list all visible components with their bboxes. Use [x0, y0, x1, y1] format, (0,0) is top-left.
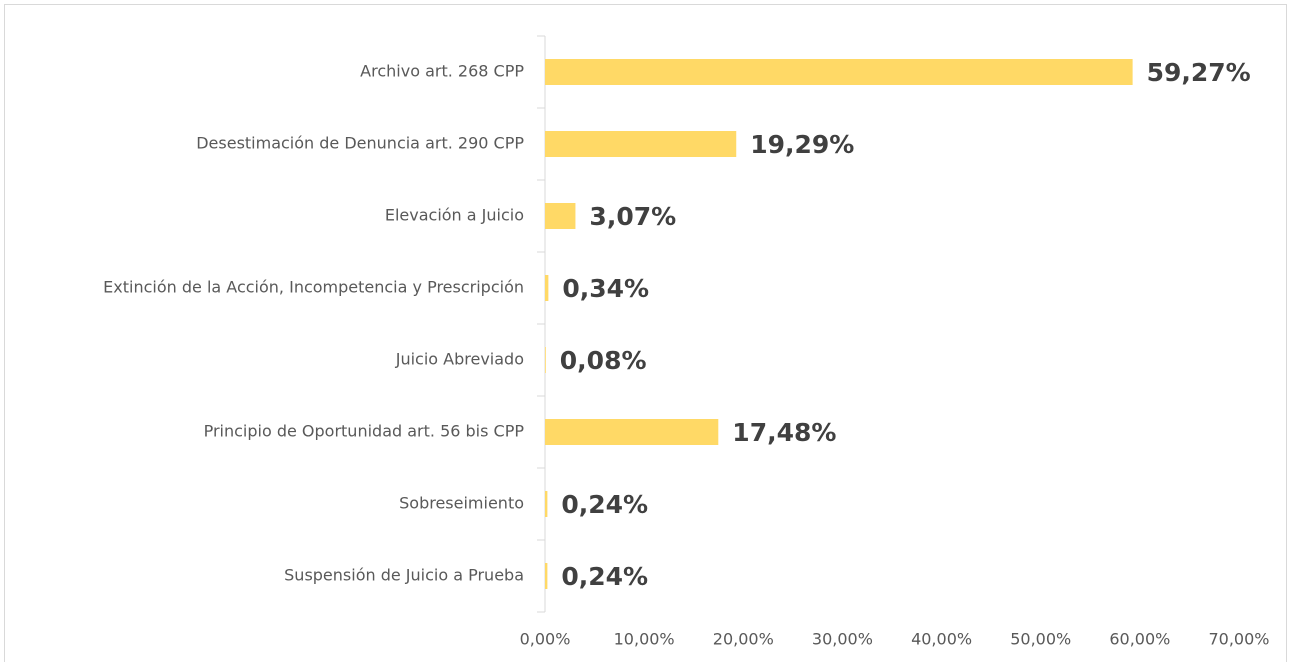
x-tick-label: 0,00%: [520, 630, 571, 649]
category-label: Archivo art. 268 CPP: [360, 62, 524, 81]
x-tick-label: 20,00%: [713, 630, 774, 649]
value-label: 3,07%: [589, 202, 676, 231]
bar: [545, 59, 1133, 85]
value-label: 19,29%: [750, 130, 854, 159]
value-label: 0,34%: [562, 274, 649, 303]
bar: [545, 491, 548, 517]
category-label: Principio de Oportunidad art. 56 bis CPP: [204, 422, 525, 441]
bar: [545, 563, 548, 589]
x-tick-label: 70,00%: [1208, 630, 1269, 649]
x-tick-label: 40,00%: [911, 630, 972, 649]
chart-border: [4, 4, 1287, 666]
bar: [545, 131, 737, 157]
x-tick-label: 50,00%: [1010, 630, 1071, 649]
category-label: Juicio Abreviado: [395, 350, 524, 369]
bar: [545, 347, 546, 373]
category-label: Extinción de la Acción, Incompetencia y …: [103, 278, 524, 297]
x-tick-label: 60,00%: [1109, 630, 1170, 649]
category-label: Suspensión de Juicio a Prueba: [284, 566, 524, 585]
x-tick-label: 10,00%: [614, 630, 675, 649]
x-tick-label: 30,00%: [812, 630, 873, 649]
category-label: Desestimación de Denuncia art. 290 CPP: [196, 134, 524, 153]
bar: [545, 275, 549, 301]
category-label: Sobreseimiento: [399, 494, 524, 513]
bar: [545, 203, 576, 229]
bar: [545, 419, 719, 445]
value-label: 0,24%: [561, 490, 648, 519]
value-label: 0,08%: [560, 346, 647, 375]
value-label: 0,24%: [561, 562, 648, 591]
value-label: 59,27%: [1147, 58, 1251, 87]
value-label: 17,48%: [732, 418, 836, 447]
category-label: Elevación a Juicio: [385, 206, 524, 225]
